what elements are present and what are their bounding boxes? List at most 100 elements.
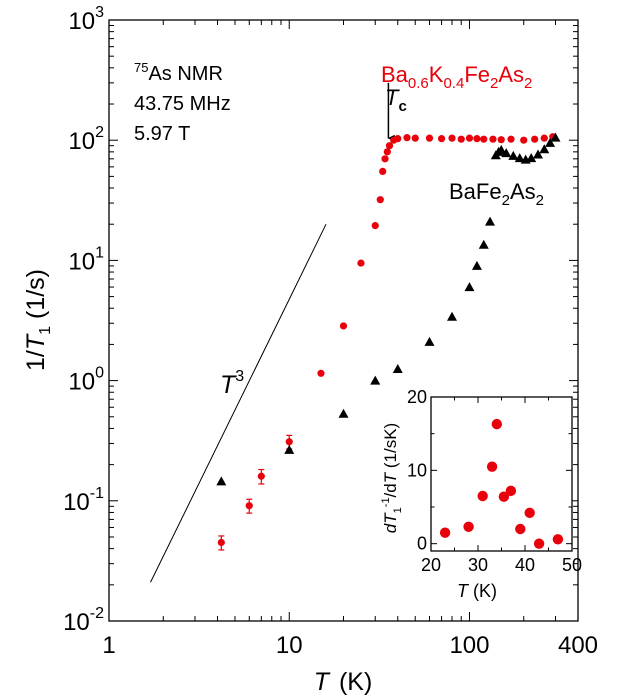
power-law-symbol: T <box>220 371 237 399</box>
y-tick-base: 10 <box>68 128 95 155</box>
inset-data-point <box>463 521 474 532</box>
data-point <box>403 134 411 142</box>
x-tick-label: 1 <box>102 632 115 659</box>
data-point <box>550 132 561 142</box>
nucleus-annotation: 75As NMR <box>134 60 223 85</box>
inset-y-tick-label: 20 <box>407 387 427 407</box>
inset-data-point <box>533 538 545 549</box>
y-axis-label: 1/T1 (1/s) <box>22 269 54 371</box>
nucleus-name: As NMR <box>148 63 222 85</box>
y-tick-label: 100 <box>68 365 104 396</box>
inset-data-points <box>439 418 564 549</box>
data-point <box>411 134 419 142</box>
data-point <box>507 135 515 143</box>
data-point <box>425 134 434 142</box>
legend-red-subscript: 0.4 <box>443 75 464 92</box>
inset-data-point <box>515 523 526 535</box>
inset-y-T2: T <box>381 471 400 483</box>
y-tick-base: 10 <box>68 248 95 275</box>
y-axis-label-prefix: 1/ <box>22 350 50 371</box>
inset-y-d: d <box>381 523 400 533</box>
y-tick-exponent: 0 <box>95 365 104 382</box>
y-tick-exponent: -2 <box>90 605 104 622</box>
x-axis-label-unit: (K) <box>332 668 372 696</box>
data-point <box>545 137 556 147</box>
data-point <box>457 135 465 143</box>
inset-y-tick-labels: 0 10 20 <box>407 387 427 554</box>
power-law-label: T3 <box>220 368 244 399</box>
y-tick-label: 103 <box>68 4 104 35</box>
x-tick-label: 400 <box>558 632 598 659</box>
inset-data-point <box>486 461 498 472</box>
data-point <box>392 363 403 373</box>
data-point <box>379 167 387 176</box>
y-axis-label-symbol: T <box>22 333 50 350</box>
data-point <box>465 134 474 142</box>
series-ba-k-fe-as <box>217 133 557 551</box>
legend-black-subscript: 2 <box>536 192 544 209</box>
data-point <box>478 239 489 249</box>
y-tick-base: 10 <box>68 369 95 396</box>
data-point <box>383 148 391 156</box>
data-point <box>471 260 482 270</box>
y-tick-base: 10 <box>63 609 90 636</box>
data-point <box>473 135 481 143</box>
power-law-line <box>150 223 327 583</box>
legend-ba-fe-as: BaFe2As2 <box>449 179 544 209</box>
data-point <box>480 135 488 143</box>
data-point <box>539 144 550 154</box>
legend-ba-k-fe-as: Ba0.6K0.4Fe2As2 <box>381 62 532 92</box>
inset-y-sub: 1 <box>392 507 404 513</box>
data-point <box>533 149 544 159</box>
data-point <box>526 153 537 163</box>
x-axis-label: T (K) <box>314 668 373 696</box>
power-law-exponent: 3 <box>235 368 244 385</box>
inset-axis-ticks <box>430 396 573 551</box>
data-point <box>317 369 325 377</box>
nucleus-isotope: 75 <box>134 60 148 75</box>
inset-x-tick-label: 30 <box>468 555 488 575</box>
inset-x-tick-label: 20 <box>421 555 441 575</box>
legend-red-subscript: 2 <box>490 75 498 92</box>
y-axis-label-unit: (1/s) <box>22 269 50 326</box>
data-point <box>531 135 539 143</box>
inset-y-axis-label: dT1-1/dT (1/sK) <box>380 423 404 533</box>
data-point <box>385 142 394 150</box>
inset-data-point <box>552 534 564 545</box>
data-point <box>424 336 435 346</box>
inset-x-axis-symbol: T <box>457 581 470 601</box>
data-point <box>381 155 389 163</box>
data-point <box>448 134 456 142</box>
data-point <box>216 476 227 486</box>
y-tick-label: 102 <box>68 124 104 155</box>
main-axis-ticks <box>108 19 579 622</box>
inset-background <box>431 397 572 551</box>
data-point <box>217 538 225 547</box>
x-tick-label: 100 <box>449 632 489 659</box>
inset-x-axis-unit: (K) <box>468 581 497 601</box>
inset-y-sup: -1 <box>380 497 392 507</box>
inset-data-point <box>498 491 510 502</box>
inset-data-point <box>439 527 451 538</box>
data-point <box>497 136 505 144</box>
y-tick-base: 10 <box>68 8 95 35</box>
tc-label: Tc <box>385 85 407 115</box>
data-point <box>257 472 265 480</box>
data-point <box>447 311 458 321</box>
legend-red-subscript: 2 <box>524 75 532 92</box>
y-tick-label: 101 <box>68 244 104 275</box>
data-point <box>464 282 475 292</box>
y-tick-exponent: 2 <box>95 124 104 141</box>
data-point <box>284 444 295 454</box>
inset-y-tick-label: 10 <box>407 460 427 480</box>
x-axis-label-symbol: T <box>314 668 331 696</box>
inset-data-point <box>491 418 502 430</box>
data-point <box>370 375 381 385</box>
field-annotation: 5.97 T <box>134 123 190 145</box>
data-point <box>357 259 365 267</box>
power-law-guide <box>150 223 327 583</box>
y-tick-base: 10 <box>63 489 90 516</box>
inset-y-unit: (1/sK) <box>381 423 400 473</box>
tc-subscript: c <box>398 98 406 115</box>
